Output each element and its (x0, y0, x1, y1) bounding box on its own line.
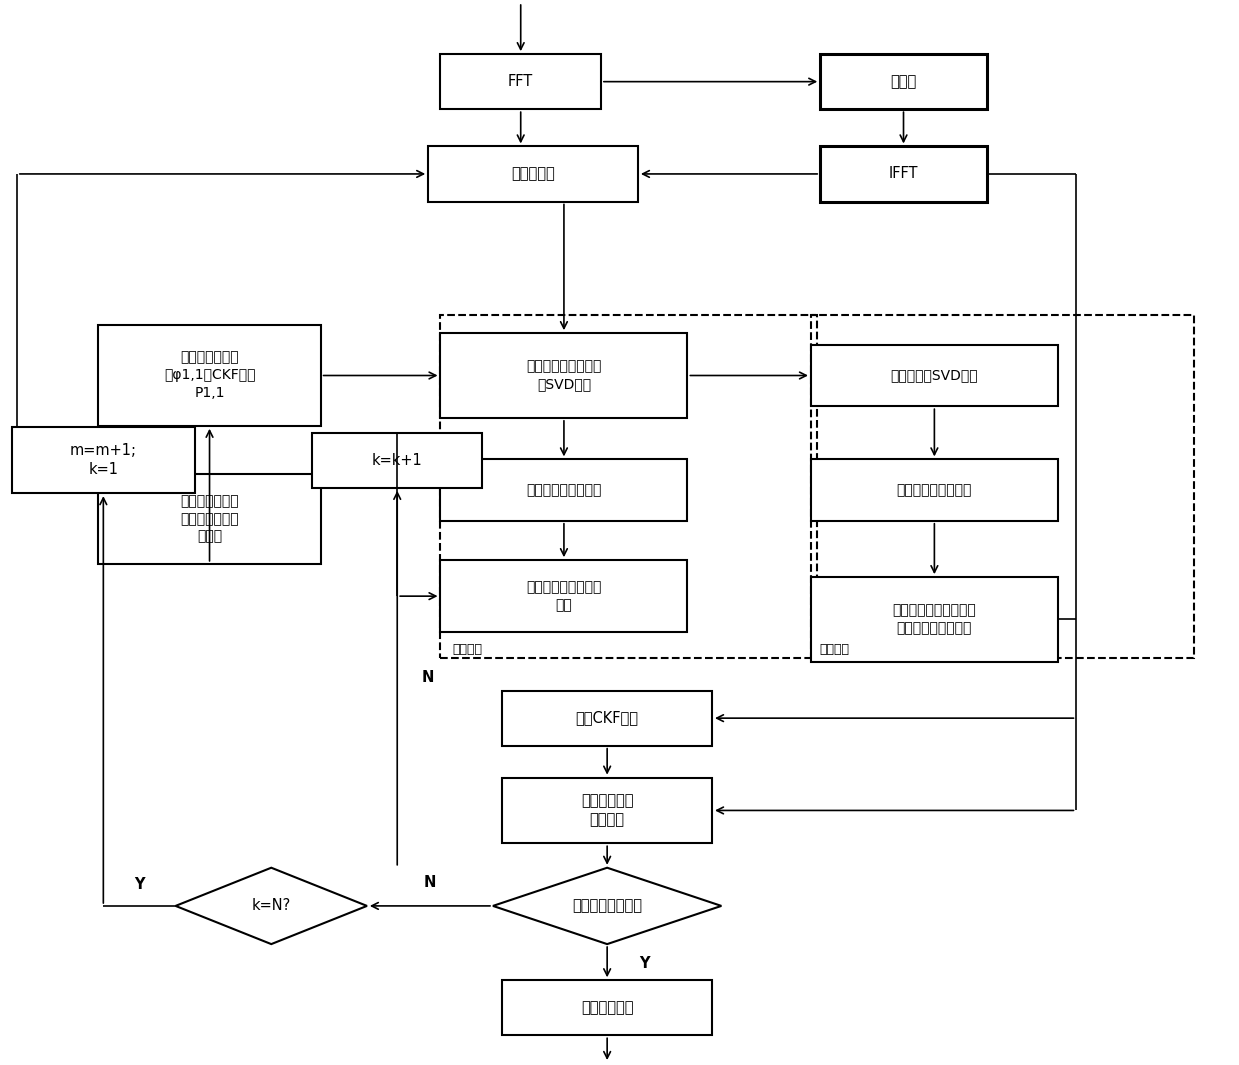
FancyBboxPatch shape (440, 333, 688, 417)
FancyBboxPatch shape (810, 345, 1058, 406)
Text: 更新状态值和
协方差值: 更新状态值和 协方差值 (581, 793, 633, 828)
Text: N: N (422, 670, 435, 686)
Text: 对上一采样点方差进
行SVD分解: 对上一采样点方差进 行SVD分解 (527, 360, 602, 392)
Text: m=m+1;
k=1: m=m+1; k=1 (69, 443, 136, 477)
Text: 次符号处理: 次符号处理 (512, 166, 555, 181)
Polygon shape (176, 868, 367, 944)
Text: 设置系统维度、
容积点以及对应
的权值: 设置系统维度、 容积点以及对应 的权值 (180, 494, 239, 543)
Text: 计算测量预测值、新息
方差、协方差估计值: 计算测量预测值、新息 方差、协方差估计值 (892, 604, 976, 636)
Text: 预判决: 预判决 (891, 75, 917, 89)
Text: k=N?: k=N? (252, 899, 291, 914)
FancyBboxPatch shape (810, 577, 1058, 662)
FancyBboxPatch shape (429, 146, 638, 201)
Text: 初始化相位噪声
值φ1,1和CKF方差
P1,1: 初始化相位噪声 值φ1,1和CKF方差 P1,1 (164, 350, 255, 400)
Polygon shape (493, 868, 721, 944)
Text: 采样点是否遍历？: 采样点是否遍历？ (572, 899, 642, 914)
Text: 测量更新: 测量更新 (819, 642, 850, 656)
Text: 计算CKF增益: 计算CKF增益 (576, 710, 638, 725)
FancyBboxPatch shape (12, 427, 195, 493)
Text: IFFT: IFFT (888, 166, 918, 181)
Text: Y: Y (134, 878, 145, 892)
Text: N: N (424, 875, 436, 890)
FancyBboxPatch shape (810, 459, 1058, 521)
Text: 时域信号补偿: 时域信号补偿 (581, 1000, 633, 1015)
FancyBboxPatch shape (502, 690, 712, 745)
Text: 时间更新: 时间更新 (452, 642, 483, 656)
FancyBboxPatch shape (820, 54, 986, 110)
FancyBboxPatch shape (440, 54, 601, 110)
FancyBboxPatch shape (98, 325, 321, 426)
FancyBboxPatch shape (98, 474, 321, 563)
Text: Y: Y (639, 955, 649, 970)
FancyBboxPatch shape (440, 560, 688, 633)
Text: 计算状态方程容积点: 计算状态方程容积点 (527, 484, 602, 497)
FancyBboxPatch shape (440, 459, 688, 521)
Text: FFT: FFT (508, 75, 533, 89)
Text: k=k+1: k=k+1 (372, 453, 422, 468)
Text: 对预测方差SVD分解: 对预测方差SVD分解 (891, 368, 979, 382)
FancyBboxPatch shape (502, 777, 712, 843)
Text: 计算测量方程容积点: 计算测量方程容积点 (897, 484, 973, 497)
FancyBboxPatch shape (820, 146, 986, 201)
FancyBboxPatch shape (502, 980, 712, 1035)
Text: 计算预测状态和预测
方差: 计算预测状态和预测 方差 (527, 580, 602, 612)
FancyBboxPatch shape (312, 432, 482, 488)
